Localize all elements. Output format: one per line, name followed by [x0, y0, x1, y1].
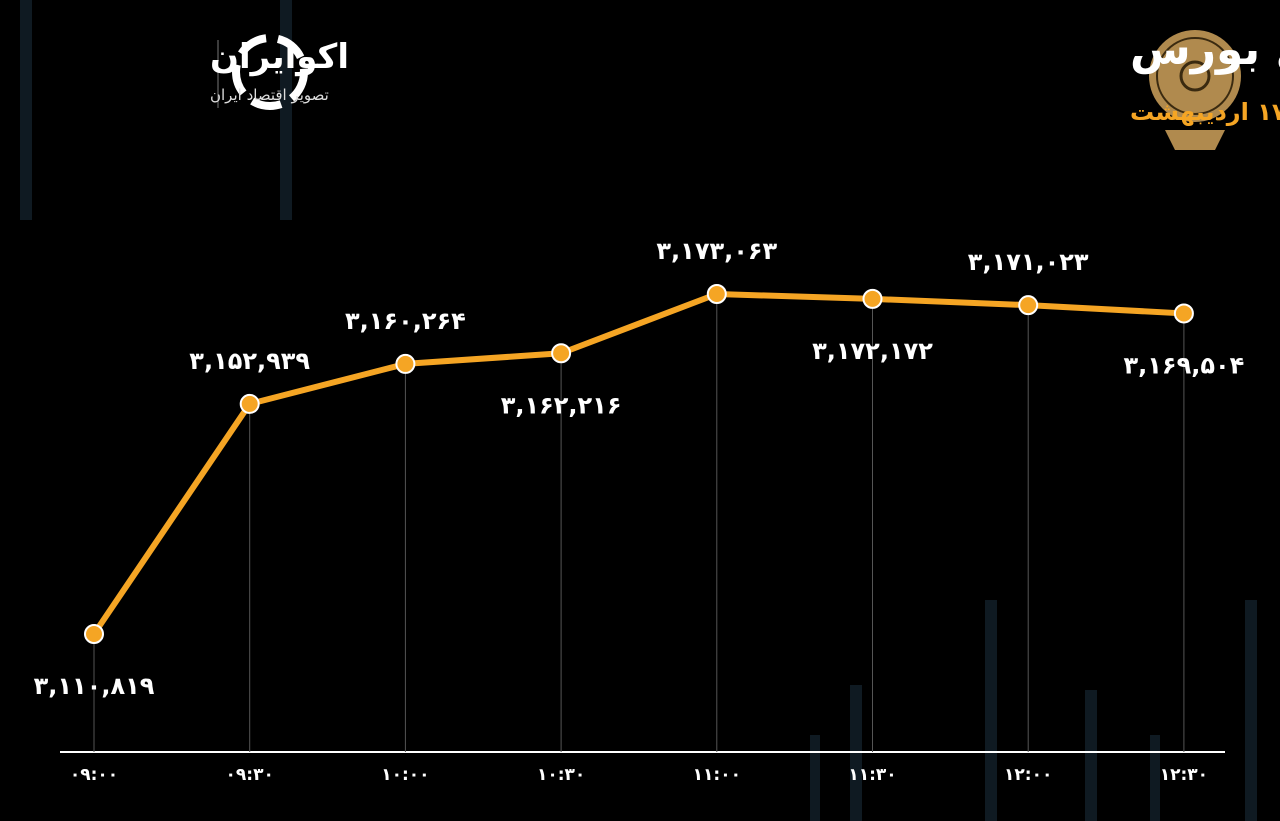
- exchange-emblem: [1149, 30, 1241, 150]
- background-decoration: [20, 0, 1257, 821]
- point: [706, 284, 727, 304]
- point: [84, 624, 104, 644]
- x-tick-label: ۰۹:۳۰: [226, 765, 274, 785]
- data-label: ۳,۱۶۲,۲۱۶: [501, 391, 622, 419]
- brand-logo: [217, 34, 308, 110]
- data-label: ۳,۱۷۳,۰۶۳: [656, 237, 777, 265]
- point: [862, 288, 883, 309]
- x-tick-label: ۱۲:۳۰: [1160, 765, 1208, 785]
- data-label: ۳,۱۶۹,۵۰۴: [1124, 351, 1245, 379]
- brand-name: اکوایران: [210, 37, 349, 77]
- point: [1173, 303, 1194, 324]
- data-label: ۳,۱۱۰,۸۱۹: [34, 672, 155, 700]
- x-tick-label: ۱۲:۰۰: [1004, 765, 1052, 785]
- chart-title: روند شاخص کل بورس: [1130, 24, 1280, 75]
- point: [395, 353, 416, 374]
- x-tick-label: ۱۱:۰۰: [693, 765, 741, 785]
- data-label: ۳,۱۶۰,۲۶۴: [345, 307, 466, 335]
- line: [91, 291, 1185, 636]
- x-tick-label: ۱۰:۳۰: [537, 765, 585, 785]
- data-label: ۳,۱۷۲,۱۷۲: [812, 337, 933, 365]
- chart-subtitle: چهارشنبه ۱۷ اردیبهشت: [1130, 98, 1280, 126]
- data-label: ۳,۱۷۱,۰۲۳: [968, 248, 1089, 276]
- x-tick-label: ۱۱:۳۰: [848, 765, 896, 785]
- point: [1018, 295, 1039, 316]
- brand-tagline: تصویر اقتصاد ایران: [210, 86, 329, 104]
- x-tick-label: ۰۹:۰۰: [70, 765, 118, 785]
- x-tick-label: ۱۰:۰۰: [381, 765, 429, 785]
- point: [551, 343, 572, 364]
- data-label: ۳,۱۵۲,۹۳۹: [189, 347, 310, 375]
- point: [239, 393, 260, 414]
